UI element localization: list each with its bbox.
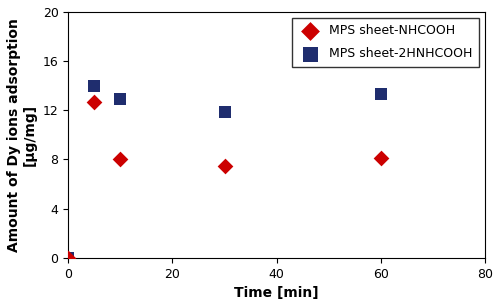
MPS sheet-2HNHCOOH <box>64 255 72 260</box>
MPS sheet-2HNHCOOH <box>116 97 124 102</box>
MPS sheet-NHCOOH <box>377 156 385 161</box>
MPS sheet-2HNHCOOH <box>90 83 98 88</box>
MPS sheet-NHCOOH <box>90 99 98 104</box>
MPS sheet-NHCOOH <box>64 255 72 260</box>
MPS sheet-2HNHCOOH <box>377 92 385 97</box>
X-axis label: Time [min]: Time [min] <box>234 286 319 300</box>
MPS sheet-NHCOOH <box>116 157 124 162</box>
Legend: MPS sheet-NHCOOH, MPS sheet-2HNHCOOH: MPS sheet-NHCOOH, MPS sheet-2HNHCOOH <box>292 18 479 67</box>
MPS sheet-2HNHCOOH <box>220 109 228 114</box>
MPS sheet-NHCOOH <box>220 163 228 168</box>
Y-axis label: Amount of Dy ions adsorption
[μg/mg]: Amount of Dy ions adsorption [μg/mg] <box>7 18 37 252</box>
